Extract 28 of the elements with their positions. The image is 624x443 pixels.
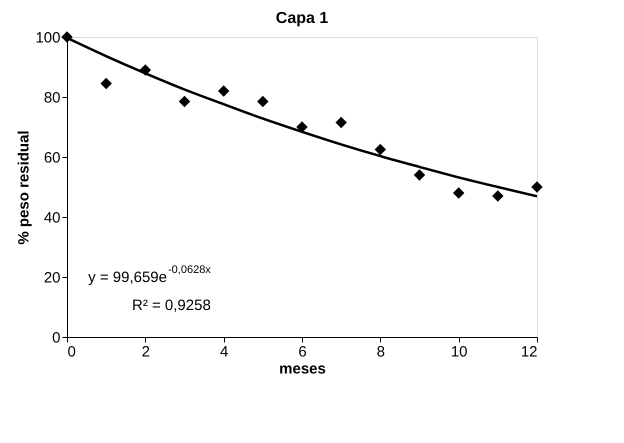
point bbox=[218, 85, 230, 97]
y-tick-label: 100 bbox=[35, 30, 60, 46]
x-tick-label: 2 bbox=[142, 344, 150, 360]
y-axis-title: % peso residual bbox=[15, 130, 32, 245]
point bbox=[414, 169, 426, 181]
x-tick-label: 8 bbox=[376, 344, 386, 360]
y-tick-label: 60 bbox=[44, 150, 60, 166]
point bbox=[335, 116, 347, 128]
x-tick-label: 0 bbox=[68, 344, 76, 360]
x-tick-label: 4 bbox=[220, 344, 228, 360]
x-tick-label: 12 bbox=[520, 344, 538, 360]
annotation: R² = 0,9258 bbox=[132, 297, 211, 314]
point bbox=[61, 31, 73, 43]
point bbox=[178, 96, 190, 108]
point bbox=[257, 96, 269, 108]
point bbox=[374, 144, 386, 156]
x-tick-label: 10 bbox=[450, 344, 468, 360]
point bbox=[492, 190, 504, 202]
y-tick-label: 20 bbox=[44, 270, 60, 286]
x-tick-label: 6 bbox=[298, 344, 307, 360]
point bbox=[531, 181, 543, 193]
y-tick-label: 40 bbox=[44, 210, 60, 226]
point bbox=[100, 78, 112, 90]
y-tick-label: 80 bbox=[44, 90, 60, 106]
point bbox=[452, 187, 464, 199]
x-axis-title: meses bbox=[279, 360, 326, 378]
y-tick-label: 0 bbox=[52, 330, 60, 346]
chart-title: Capa 1 bbox=[276, 10, 328, 27]
